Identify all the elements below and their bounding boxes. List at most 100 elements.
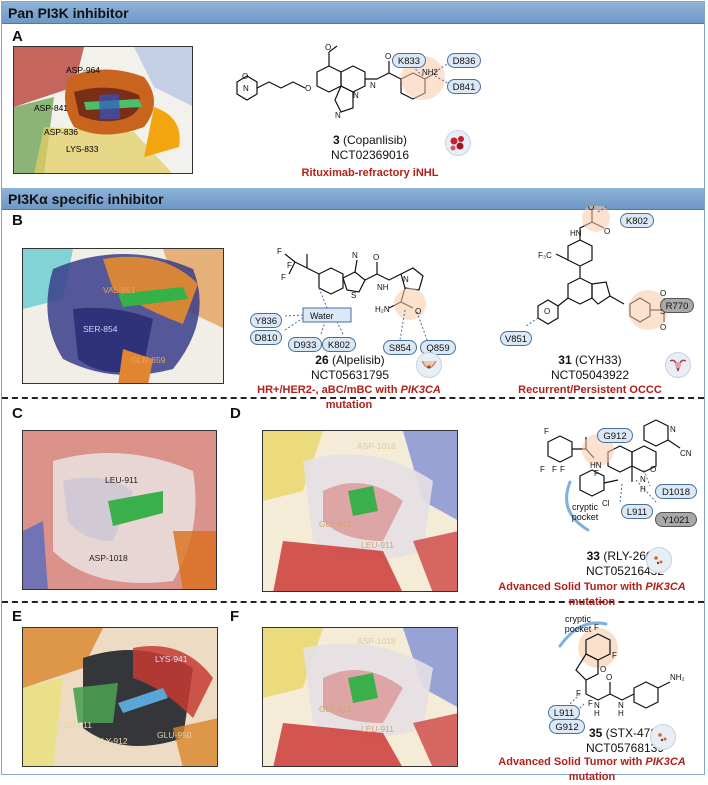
svg-text:O: O bbox=[305, 84, 311, 93]
pi3ka-specific-header: PI3Kα specific inhibitor bbox=[2, 188, 704, 210]
compound-35-indication-post: mutation bbox=[568, 771, 616, 783]
svg-text:NH₂: NH₂ bbox=[670, 673, 685, 682]
svg-text:O: O bbox=[650, 465, 656, 474]
svg-text:O: O bbox=[242, 72, 248, 81]
svg-text:NH: NH bbox=[377, 283, 389, 292]
svg-text:O: O bbox=[544, 307, 550, 316]
svg-text:O: O bbox=[325, 43, 331, 52]
svg-text:O: O bbox=[415, 307, 421, 316]
svg-text:O: O bbox=[588, 206, 594, 212]
svg-text:N: N bbox=[403, 275, 409, 284]
svg-text:F: F bbox=[281, 273, 286, 282]
compound-3-indication-wrap: Rituximab-refractory iNHL bbox=[255, 166, 485, 181]
svg-text:F: F bbox=[560, 465, 565, 474]
residue-d1018-c33: D1018 bbox=[655, 484, 697, 499]
svg-text:F: F bbox=[594, 623, 599, 632]
svg-text:HN: HN bbox=[590, 461, 602, 470]
svg-text:HN: HN bbox=[570, 229, 582, 238]
compound-26-name: (Alpelisib) bbox=[332, 353, 385, 367]
blood-cell-icon bbox=[445, 130, 471, 156]
compound-31-name: (CYH33) bbox=[575, 353, 622, 367]
svg-text:F: F bbox=[612, 651, 617, 660]
svg-text:N: N bbox=[353, 91, 359, 100]
svg-text:N: N bbox=[335, 111, 341, 120]
res-b-1: VAL-851 bbox=[103, 285, 136, 295]
compound-35-gene: PIK3CA bbox=[645, 756, 686, 768]
svg-text:S: S bbox=[351, 291, 356, 300]
compound-26-gene: PIK3CA bbox=[400, 384, 441, 396]
svg-text:O: O bbox=[660, 323, 666, 332]
panel-b-3d-render: VAL-851 SER-854 GLN-859 bbox=[22, 248, 224, 384]
svg-text:N: N bbox=[370, 81, 376, 90]
residue-l911-c35: L911 bbox=[548, 705, 580, 720]
compound-33-indication-post: mutation bbox=[568, 596, 616, 608]
svg-text:N: N bbox=[640, 475, 646, 484]
svg-text:H: H bbox=[640, 485, 646, 494]
svg-text:F: F bbox=[588, 699, 593, 708]
svg-text:N: N bbox=[352, 251, 358, 260]
compound-26-indication-pre: HR+/HER2-, aBC/mBC with bbox=[257, 384, 401, 396]
res-d-2: GLY-912 bbox=[319, 519, 352, 529]
svg-text:F: F bbox=[277, 247, 282, 256]
residue-d841: D841 bbox=[447, 79, 481, 94]
compound-33-indication-wrap: Advanced Solid Tumor with PIK3CA mutatio… bbox=[480, 580, 704, 610]
svg-text:H: H bbox=[594, 709, 600, 718]
residue-k833: K833 bbox=[392, 53, 426, 68]
svg-text:O: O bbox=[600, 665, 606, 674]
res-f-3: LEU-911 bbox=[361, 724, 394, 734]
residue-q859: Q859 bbox=[420, 340, 456, 355]
compound-3-structure: NO OO NN NO bbox=[236, 43, 454, 120]
svg-text:O: O bbox=[385, 52, 391, 61]
svg-text:O: O bbox=[606, 673, 612, 682]
compound-31-caption: 31 (CYH33) NCT05043922 bbox=[525, 353, 655, 383]
res-f-2: GLY-912 bbox=[319, 704, 352, 714]
panel-a-3d-render: ASP-964 ASP-841 ASP-836 LYS-833 bbox=[13, 46, 193, 174]
compound-35-caption: 35 (STX-478) NCT05768139 bbox=[585, 726, 665, 756]
svg-text:F: F bbox=[544, 427, 549, 436]
panel-label-b: B bbox=[12, 212, 23, 229]
res-c-2: ASP-1018 bbox=[89, 553, 128, 563]
res-e-1: LYS-941 bbox=[155, 654, 188, 664]
svg-text:F: F bbox=[540, 465, 545, 474]
compound-31-indication: Recurrent/Persistent OCCC bbox=[518, 384, 662, 396]
compound-3-indication: Rituximab-refractory iNHL bbox=[301, 167, 439, 179]
section-divider-2 bbox=[2, 601, 704, 603]
svg-text:O: O bbox=[373, 253, 379, 262]
compound-35-indication-pre: Advanced Solid Tumor with bbox=[498, 756, 646, 768]
compound-26-number: 26 bbox=[315, 353, 329, 367]
res-b-2: SER-854 bbox=[83, 324, 118, 334]
svg-text:F₃C: F₃C bbox=[538, 251, 552, 260]
cryptic-pocket-label-33: cryptic pocket bbox=[571, 502, 599, 522]
water-label: Water bbox=[310, 311, 334, 321]
compound-35-name: (STX-478) bbox=[605, 726, 662, 740]
residue-l911-c33: L911 bbox=[621, 504, 653, 519]
compound-31-indication-wrap: Recurrent/Persistent OCCC bbox=[500, 383, 680, 398]
panel-label-f: F bbox=[230, 608, 240, 625]
compound-33-gene: PIK3CA bbox=[645, 581, 686, 593]
residue-r770: R770 bbox=[660, 298, 694, 313]
svg-text:N: N bbox=[670, 425, 676, 434]
compound-26-indication-post: mutation bbox=[325, 399, 373, 411]
tumor-cell-icon-35 bbox=[650, 724, 676, 750]
panel-f-3d-render: ASP-1018 GLY-912 LEU-911 bbox=[262, 627, 458, 767]
residue-y1021: Y1021 bbox=[655, 512, 697, 527]
compound-33-number: 33 bbox=[586, 549, 600, 563]
compound-3-nct: NCT02369016 bbox=[330, 148, 410, 162]
res-c-1: LEU-911 bbox=[105, 475, 138, 485]
compound-35-number: 35 bbox=[588, 726, 603, 740]
res-e-4: GLU-950 bbox=[157, 730, 192, 740]
svg-text:F: F bbox=[576, 689, 581, 698]
compound-31-nct: NCT05043922 bbox=[550, 368, 630, 382]
compound-26-indication-wrap: HR+/HER2-, aBC/mBC with PIK3CA mutation bbox=[238, 383, 460, 413]
svg-text:F: F bbox=[594, 469, 599, 478]
svg-text:O: O bbox=[604, 227, 610, 236]
svg-text:CN: CN bbox=[680, 449, 692, 458]
res-b-3: GLN-859 bbox=[131, 355, 166, 365]
panel-label-d: D bbox=[230, 405, 241, 422]
residue-d810: D810 bbox=[250, 330, 282, 345]
res-a-3: ASP-836 bbox=[44, 127, 79, 137]
residue-d836: D836 bbox=[447, 53, 481, 68]
